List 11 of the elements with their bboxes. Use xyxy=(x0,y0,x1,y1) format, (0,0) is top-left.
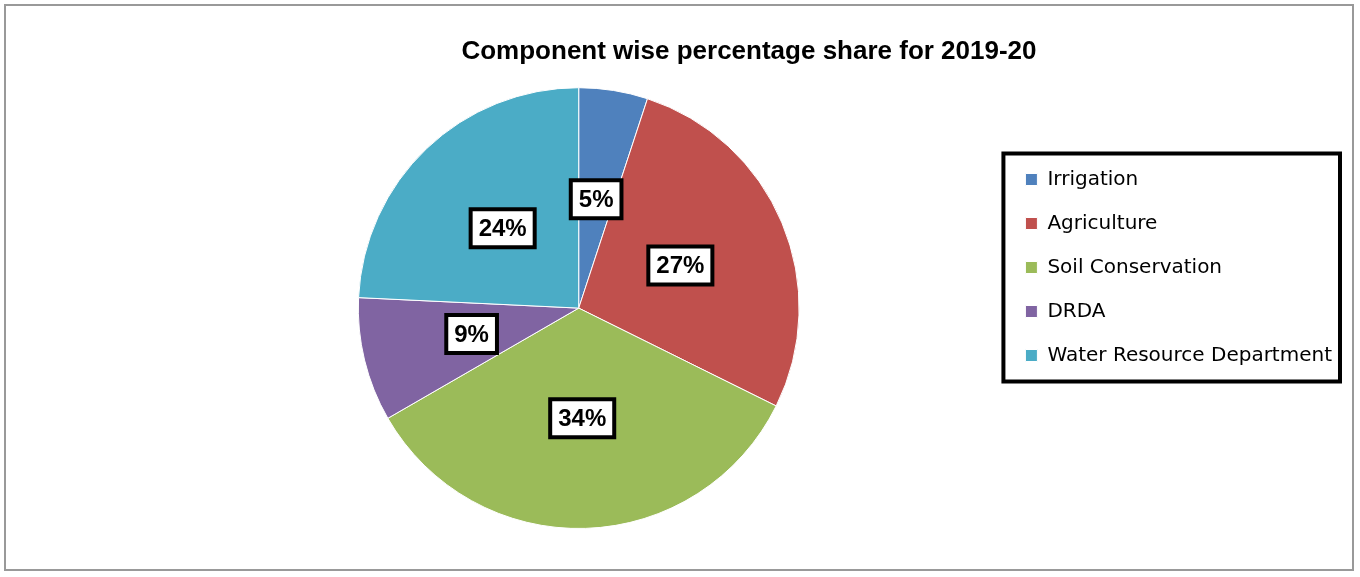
data-label: 27% xyxy=(656,251,705,279)
data-label: 5% xyxy=(578,184,614,212)
data-label: 9% xyxy=(454,319,489,347)
legend-label: Water Resource Department xyxy=(1047,341,1333,366)
data-label: 24% xyxy=(478,213,527,241)
legend-label: DRDA xyxy=(1047,297,1106,322)
legend-label: Agriculture xyxy=(1047,209,1158,234)
data-label: 34% xyxy=(558,403,607,431)
chart-title: Component wise percentage share for 2019-20 xyxy=(461,34,1037,65)
legend-label: Soil Conservation xyxy=(1047,253,1223,278)
legend-label: Irrigation xyxy=(1047,165,1139,190)
